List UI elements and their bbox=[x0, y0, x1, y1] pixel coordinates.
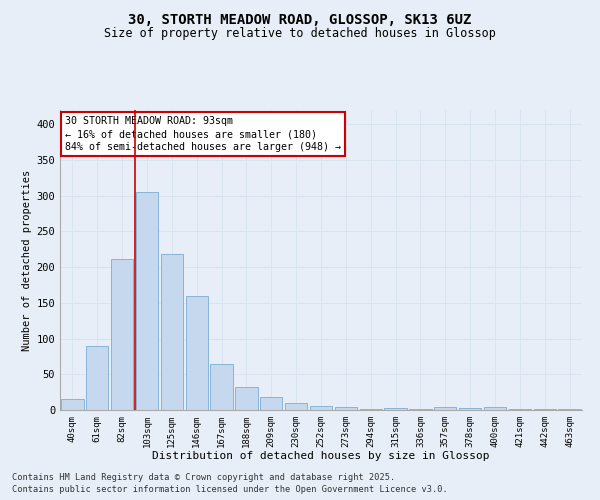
Bar bbox=[185, 296, 208, 410]
Bar bbox=[161, 254, 183, 410]
Bar bbox=[434, 407, 457, 410]
Text: Size of property relative to detached houses in Glossop: Size of property relative to detached ho… bbox=[104, 28, 496, 40]
Bar bbox=[235, 387, 257, 410]
Bar bbox=[111, 258, 133, 410]
Bar bbox=[86, 346, 109, 410]
X-axis label: Distribution of detached houses by size in Glossop: Distribution of detached houses by size … bbox=[152, 452, 490, 462]
Bar bbox=[211, 364, 233, 410]
Text: 30 STORTH MEADOW ROAD: 93sqm
← 16% of detached houses are smaller (180)
84% of s: 30 STORTH MEADOW ROAD: 93sqm ← 16% of de… bbox=[65, 116, 341, 152]
Bar bbox=[459, 408, 481, 410]
Bar bbox=[285, 403, 307, 410]
Bar bbox=[484, 407, 506, 410]
Bar bbox=[559, 408, 581, 410]
Bar bbox=[260, 397, 283, 410]
Bar bbox=[310, 406, 332, 410]
Bar bbox=[335, 407, 357, 410]
Bar bbox=[359, 408, 382, 410]
Bar bbox=[136, 192, 158, 410]
Text: Contains public sector information licensed under the Open Government Licence v3: Contains public sector information licen… bbox=[12, 485, 448, 494]
Bar bbox=[509, 408, 531, 410]
Bar bbox=[409, 408, 431, 410]
Text: Contains HM Land Registry data © Crown copyright and database right 2025.: Contains HM Land Registry data © Crown c… bbox=[12, 472, 395, 482]
Text: 30, STORTH MEADOW ROAD, GLOSSOP, SK13 6UZ: 30, STORTH MEADOW ROAD, GLOSSOP, SK13 6U… bbox=[128, 12, 472, 26]
Bar bbox=[61, 400, 83, 410]
Bar bbox=[385, 408, 407, 410]
Bar bbox=[533, 408, 556, 410]
Y-axis label: Number of detached properties: Number of detached properties bbox=[22, 170, 32, 350]
